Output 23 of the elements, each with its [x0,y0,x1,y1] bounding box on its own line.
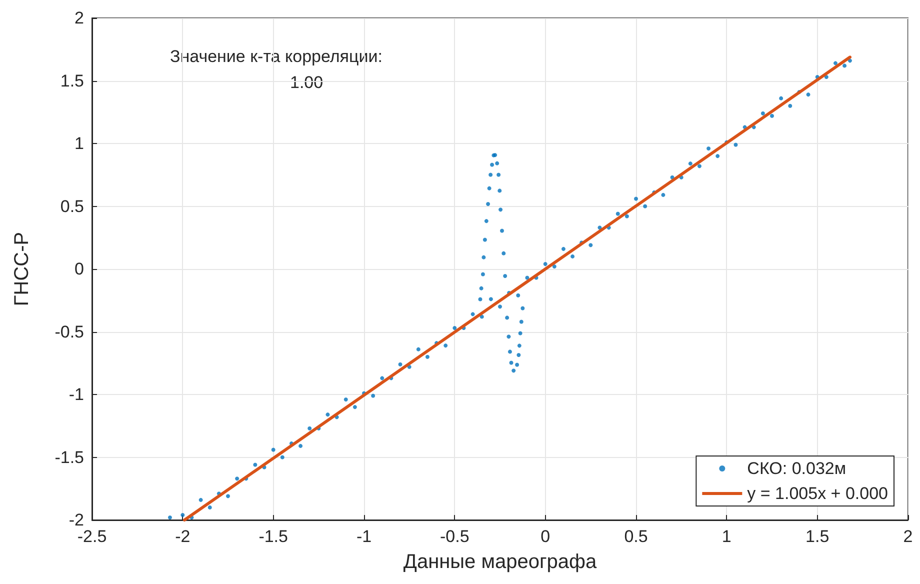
x-tick-label: 0 [540,527,550,546]
legend-label: СКО: 0.032м [747,459,846,478]
x-axis-title: Данные мареографа [403,551,598,573]
x-tick-label: -2 [175,527,190,546]
y-tick-label: 2 [74,8,84,28]
y-tick-label: 0.5 [60,196,84,216]
x-tick-label: -0.5 [440,527,470,546]
x-tick-label: -2.5 [77,527,107,546]
x-tick-label: -1 [356,527,372,546]
y-tick-label: 0 [74,260,84,278]
x-tick-label: 0.5 [624,527,648,546]
y-tick-label: 1 [74,134,84,153]
x-tick-label: -1.5 [258,527,288,546]
y-tick-label: -1 [68,385,84,404]
y-tick-label: -1.5 [54,448,84,467]
y-axis-title: ГНСС-Р [11,232,33,306]
x-tick-label: 1 [722,527,732,546]
y-tick-label: -0.5 [54,322,84,342]
y-tick-label: 1.5 [60,71,84,90]
y-tick-label: -2 [68,510,84,530]
x-tick-label: 1.5 [806,527,830,546]
x-tick-label: 2 [903,527,913,546]
legend-label: y = 1.005x + 0.000 [747,484,888,503]
